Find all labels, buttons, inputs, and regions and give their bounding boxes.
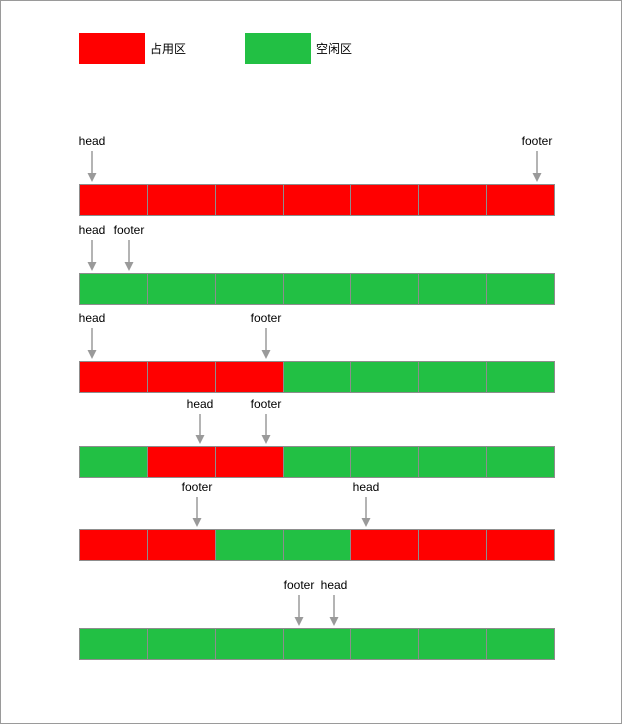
memory-block-occupied	[283, 184, 352, 216]
memory-block-occupied	[147, 184, 216, 216]
memory-block-occupied	[351, 184, 420, 216]
legend-free-swatch	[245, 33, 311, 64]
memory-row-4	[79, 446, 556, 478]
memory-block-occupied	[419, 184, 488, 216]
arrow-down-icon	[87, 328, 97, 359]
memory-block-free	[351, 361, 420, 393]
memory-block-occupied	[79, 361, 148, 393]
arrow-down-icon	[532, 151, 542, 182]
memory-block-occupied	[351, 529, 420, 561]
memory-block-free	[283, 446, 352, 478]
head-pointer-label: head	[352, 480, 380, 494]
memory-block-free	[215, 273, 284, 305]
footer-pointer-label: footer	[521, 134, 553, 148]
memory-block-free	[283, 628, 352, 660]
head-pointer-label: head	[186, 397, 214, 411]
memory-block-free	[351, 628, 420, 660]
memory-block-occupied	[147, 529, 216, 561]
memory-block-free	[215, 628, 284, 660]
arrow-down-icon	[87, 240, 97, 271]
arrow-down-icon	[195, 414, 205, 444]
head-pointer-label: head	[78, 311, 106, 325]
memory-row-3	[79, 361, 556, 393]
head-pointer-label: head	[320, 578, 348, 592]
memory-row-6	[79, 628, 556, 660]
memory-block-occupied	[79, 184, 148, 216]
footer-pointer-label: footer	[113, 223, 145, 237]
memory-row-2	[79, 273, 556, 305]
memory-block-free	[283, 361, 352, 393]
footer-pointer-label: footer	[250, 311, 282, 325]
memory-block-free	[419, 628, 488, 660]
footer-pointer-label: footer	[283, 578, 315, 592]
footer-pointer-label: footer	[250, 397, 282, 411]
memory-row-5	[79, 529, 556, 561]
memory-block-occupied	[215, 361, 284, 393]
legend-occupied-label: 占用区	[150, 42, 187, 56]
legend-free-label: 空闲区	[316, 42, 353, 56]
memory-row-1	[79, 184, 556, 216]
memory-block-free	[147, 628, 216, 660]
memory-block-free	[215, 529, 284, 561]
arrow-down-icon	[192, 497, 202, 527]
memory-block-occupied	[419, 529, 488, 561]
memory-block-occupied	[487, 529, 556, 561]
arrow-down-icon	[87, 151, 97, 182]
memory-block-free	[79, 628, 148, 660]
arrow-down-icon	[261, 414, 271, 444]
memory-block-free	[351, 446, 420, 478]
memory-block-free	[487, 628, 556, 660]
memory-block-free	[283, 273, 352, 305]
memory-block-free	[283, 529, 352, 561]
memory-block-free	[147, 273, 216, 305]
memory-block-occupied	[79, 529, 148, 561]
memory-block-free	[419, 361, 488, 393]
legend-occupied-swatch	[79, 33, 145, 64]
memory-block-occupied	[147, 446, 216, 478]
memory-block-free	[79, 446, 148, 478]
memory-block-free	[487, 273, 556, 305]
arrow-down-icon	[261, 328, 271, 359]
head-pointer-label: head	[78, 134, 106, 148]
memory-block-occupied	[487, 184, 556, 216]
arrow-down-icon	[294, 595, 304, 626]
arrow-down-icon	[329, 595, 339, 626]
memory-block-free	[419, 273, 488, 305]
memory-block-occupied	[215, 184, 284, 216]
memory-block-free	[79, 273, 148, 305]
arrow-down-icon	[361, 497, 371, 527]
head-pointer-label: head	[78, 223, 106, 237]
memory-block-free	[487, 446, 556, 478]
footer-pointer-label: footer	[181, 480, 213, 494]
memory-block-free	[351, 273, 420, 305]
memory-block-free	[419, 446, 488, 478]
memory-block-free	[487, 361, 556, 393]
arrow-down-icon	[124, 240, 134, 271]
memory-block-occupied	[147, 361, 216, 393]
memory-block-occupied	[215, 446, 284, 478]
